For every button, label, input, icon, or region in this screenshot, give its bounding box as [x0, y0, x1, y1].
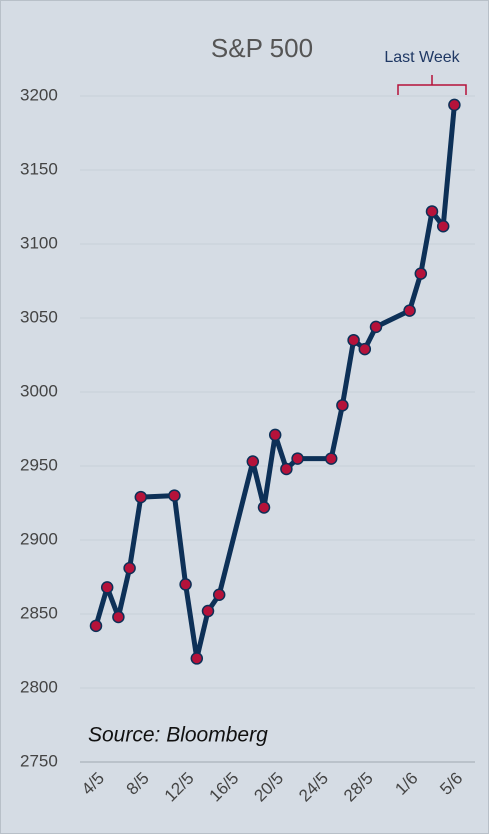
marker: [369, 320, 383, 334]
y-tick-label: 3150: [20, 159, 58, 178]
source-note: Source: Bloomberg: [88, 724, 268, 747]
marker: [190, 652, 204, 665]
y-tick-label: 2950: [20, 455, 58, 474]
marker: [112, 610, 125, 624]
marker: [336, 399, 349, 412]
marker: [414, 267, 428, 280]
marker: [179, 578, 192, 591]
marker: [358, 342, 372, 356]
marker: [201, 604, 215, 618]
marker: [347, 333, 360, 347]
marker: [89, 619, 103, 633]
marker: [268, 428, 282, 442]
marker: [280, 462, 293, 476]
y-tick-label: 3000: [20, 381, 58, 400]
bracket: [397, 75, 467, 95]
marker: [291, 452, 304, 465]
marker: [324, 452, 338, 465]
marker: [246, 455, 260, 468]
marker: [168, 489, 181, 502]
marker: [134, 490, 148, 504]
marker: [425, 205, 439, 218]
y-tick-label: 2850: [20, 603, 58, 622]
y-tick-label: 3050: [20, 307, 58, 326]
marker: [123, 561, 136, 575]
y-tick-label: 2900: [20, 529, 58, 548]
chart-title: S&P 500: [211, 33, 313, 63]
marker: [257, 501, 271, 514]
y-tick-label: 2750: [20, 751, 58, 770]
y-tick-label: 3200: [20, 85, 58, 104]
marker: [448, 98, 461, 112]
marker: [212, 588, 226, 602]
y-tick-label: 2800: [20, 677, 58, 696]
y-tick-label: 3100: [20, 233, 58, 252]
annotation: Last Week: [384, 49, 460, 66]
marker: [403, 304, 416, 317]
marker: [436, 219, 450, 233]
marker: [100, 581, 114, 594]
